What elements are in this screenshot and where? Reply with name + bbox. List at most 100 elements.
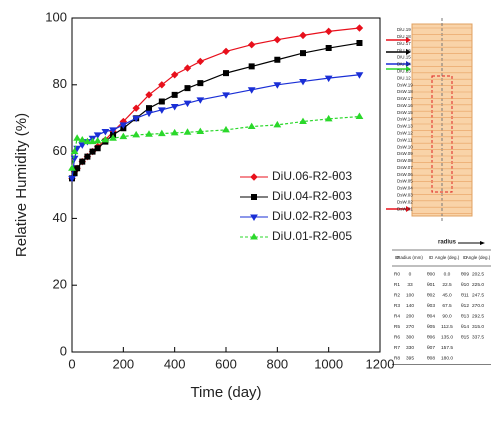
y-tick-label: 40 [53,210,67,225]
table-cell: 180.0 [441,355,453,361]
marker [170,71,179,79]
legend-label: DiU.01-R2-θ05 [272,229,352,243]
diagram-label: DsW.10 [397,144,413,149]
table-cell: R8 [394,355,400,361]
table-cell: 100 [406,292,414,298]
diagram-label: DsW.18 [397,89,413,94]
marker [109,134,117,141]
marker [356,40,363,47]
marker [70,147,79,155]
legend-label: DiU.04-R2-θ03 [272,189,352,203]
marker [88,137,97,145]
table-cell: 0 [409,271,412,277]
diagram-label: DsW.08 [397,158,413,163]
table-cell: θ03 [427,303,435,309]
table-cell: θ08 [427,355,435,361]
marker [325,45,332,52]
marker [248,63,255,70]
legend-marker [250,173,258,181]
diagram-label: DiU.17 [397,41,411,46]
table-cell: 0.0 [444,271,451,277]
marker [119,122,128,129]
table-cell: R3 [394,303,400,309]
table-cell: θ11 [461,292,469,298]
diagram-label: DsW.13 [397,124,413,129]
diagram-label: DsW.03 [397,193,413,198]
table-header: Angle (deg.) [435,255,460,260]
diagram-label: DiU.19 [397,27,411,32]
table-cell: R5 [394,324,400,330]
marker [324,75,333,83]
x-axis-label: Time (day) [190,384,261,401]
marker [145,91,153,99]
diagram-label: DiU.16 [397,48,411,53]
marker [146,105,152,112]
diagram-label: DiU.12 [397,75,411,80]
marker [355,112,364,120]
table-cell: 140 [406,303,414,309]
table-cell: R7 [394,345,400,351]
marker [132,104,140,112]
y-axis-label: Relative Humidity (%) [13,113,30,257]
table-cell: 90.0 [442,313,452,319]
diagram-label: DiU.14 [397,62,411,67]
marker [84,153,91,160]
diagram-label: DiU.13 [397,69,411,74]
table-header: Angle (deg.) [466,255,491,260]
marker [274,56,281,63]
table-cell: 33 [407,282,413,288]
table-header: Radius (mm) [397,255,423,260]
table-cell: R6 [394,334,400,340]
legend-marker [251,194,257,200]
marker [157,129,166,137]
table-cell: 315.0 [472,324,484,330]
marker [324,27,333,36]
marker [299,117,307,125]
x-tick-label: 1000 [314,356,343,371]
marker [78,135,87,143]
marker [196,57,205,66]
x-tick-label: 400 [164,356,186,371]
table-cell: θ04 [427,313,435,319]
marker [299,31,307,40]
y-tick-label: 0 [60,343,67,358]
table-cell: R0 [394,271,400,277]
table-cell: 225.0 [472,282,484,288]
marker [83,137,92,145]
marker [223,70,229,77]
diagram-label: DiU.15 [397,55,411,60]
marker [197,80,204,87]
marker [158,98,165,105]
marker [101,129,110,136]
marker [68,175,76,183]
marker [222,92,230,99]
table-cell: 45.0 [442,292,452,298]
marker [94,145,101,152]
table-cell: θ12 [461,303,469,309]
marker [183,100,192,108]
marker [222,125,230,133]
marker [184,85,191,92]
marker [247,41,256,49]
marker [273,82,282,89]
table-cell: R2 [394,292,400,298]
marker [183,64,192,72]
table-cell: θ01 [427,282,435,288]
x-tick-label: 600 [215,356,237,371]
marker [93,136,102,144]
marker [119,132,128,140]
diagram-label: DsW.12 [397,131,413,136]
diagram-label: DsW.16 [397,103,413,108]
marker [247,122,256,130]
table-cell: 135.0 [441,334,453,340]
marker [158,81,166,89]
y-tick-label: 60 [53,143,67,158]
table-cell: θ15 [461,334,469,340]
table-cell: θ00 [427,271,435,277]
marker [73,134,82,141]
diagram-label: DsW.14 [397,117,413,122]
table-cell: 200 [406,313,414,319]
table-cell: θ05 [427,324,435,330]
marker [300,50,306,57]
legend-label: DiU.02-R2-θ03 [272,209,352,223]
